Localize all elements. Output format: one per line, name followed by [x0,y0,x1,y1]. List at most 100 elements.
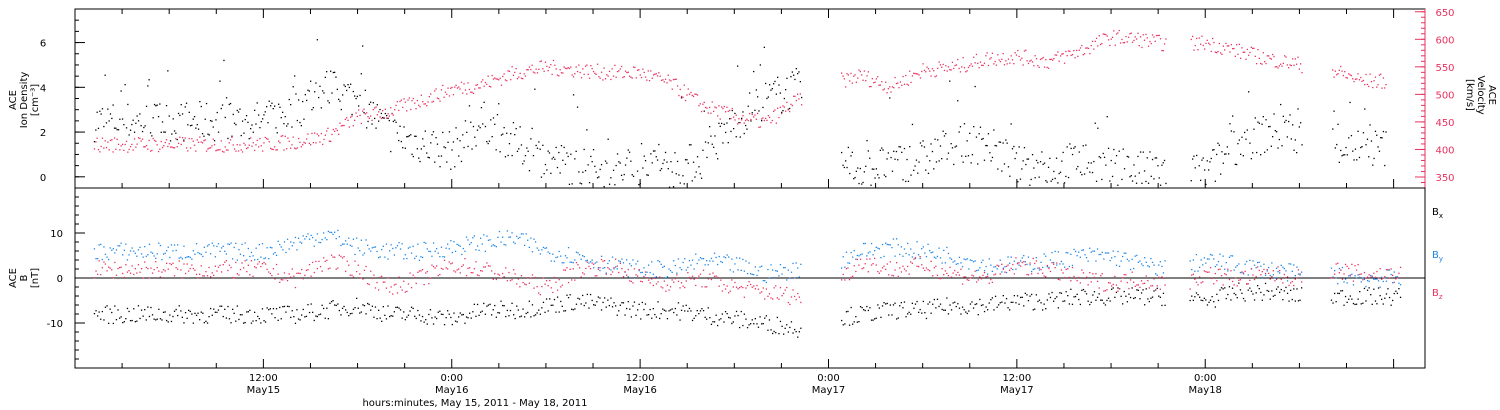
density-point [1278,138,1280,141]
velocity-point [322,143,324,146]
by-point [943,249,945,251]
velocity-point [655,73,657,75]
by-point [790,271,793,273]
bx-point [324,317,326,319]
bx-point [398,307,400,309]
velocity-point [372,109,374,111]
velocity-point [157,150,160,153]
velocity-point [853,75,855,77]
bx-point [1081,289,1083,291]
bz-point [437,274,439,277]
velocity-point [722,107,724,110]
bz-point [453,270,455,272]
bx-point [1263,294,1265,296]
bz-point [641,281,643,283]
bz-point [264,263,267,265]
bz-point [640,280,642,282]
velocity-point [696,94,699,96]
density-point [1380,137,1382,139]
by-point [938,247,940,249]
bz-point [389,291,391,293]
by-point [1053,262,1055,264]
by-point [1242,273,1245,275]
velocity-point [141,138,144,140]
bx-point [684,310,686,312]
bx-point [870,319,873,321]
bz-point [324,260,326,262]
velocity-point [209,147,212,149]
bx-point [1366,289,1369,291]
bz-point [1129,279,1132,281]
density-point [483,101,485,103]
velocity-point [973,56,975,58]
bz-point [260,265,262,268]
bz-point [742,286,744,289]
legend-bx: Bx [1432,207,1443,220]
density-point [660,168,663,170]
legend-main: B [1432,250,1439,261]
density-point [1021,168,1023,170]
by-point [423,241,425,244]
density-point [623,173,625,176]
by-point [900,246,902,248]
bz-point [786,286,788,289]
bz-point [759,292,761,294]
bz-point [370,270,372,272]
bz-point [285,278,287,280]
bx-point [610,297,612,299]
density-point [197,128,200,130]
density-point [387,117,389,119]
velocity-point [790,103,792,105]
density-point [108,120,110,122]
by-point [641,271,643,274]
bx-point [669,309,672,311]
by-point [908,254,910,256]
density-point [1338,161,1340,163]
density-point [1264,151,1266,153]
density-point [1221,151,1223,153]
by-point [432,242,435,244]
density-point [798,71,800,73]
velocity-point [1147,45,1150,47]
velocity-point [1253,47,1255,49]
density-point [695,171,697,173]
by-point [1286,280,1289,282]
density-point [1130,175,1132,177]
bz-point [659,276,661,278]
density-point [308,90,310,92]
bx-point [1048,293,1050,295]
bx-point [943,309,945,311]
by-point [618,260,620,262]
by-point [798,276,800,278]
velocity-point [619,68,621,70]
density-point [1194,167,1196,169]
by-point [239,253,242,255]
by-point [516,235,518,237]
density-point [280,117,282,119]
bz-point [206,275,209,277]
density-point [121,118,124,120]
bx-point [197,312,199,314]
bz-point [789,303,791,306]
bx-point [602,301,604,304]
by-point [476,245,479,247]
bz-point [889,261,891,263]
bx-point [367,302,369,305]
bx-point [461,314,463,316]
by-point [919,257,921,260]
bx-point [1334,292,1336,295]
velocity-point [524,75,527,77]
bx-point [473,303,475,305]
bz-point [734,281,736,284]
by-point [916,241,918,243]
density-point [520,144,523,146]
by-point [1043,253,1045,255]
velocity-point [486,83,488,85]
by-point [1134,255,1136,257]
density-point [536,147,539,149]
velocity-point [850,72,852,75]
velocity-point [237,150,240,152]
bz-point [109,267,111,269]
velocity-point [648,80,651,82]
bx-point [330,301,333,303]
